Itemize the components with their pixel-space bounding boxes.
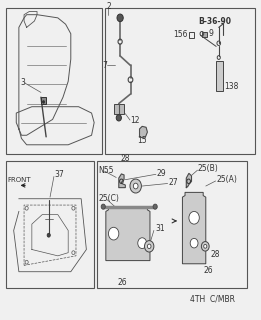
Bar <box>6 8 102 154</box>
Circle shape <box>108 227 119 240</box>
Circle shape <box>201 242 209 251</box>
Text: 31: 31 <box>155 224 165 233</box>
Text: 25(A): 25(A) <box>216 175 237 184</box>
Circle shape <box>138 238 147 249</box>
Circle shape <box>147 244 151 249</box>
Polygon shape <box>140 126 147 139</box>
Text: 28: 28 <box>211 250 221 259</box>
Text: 26: 26 <box>204 266 213 275</box>
Circle shape <box>116 115 121 121</box>
Text: N55: N55 <box>98 166 114 175</box>
Circle shape <box>133 183 138 189</box>
Polygon shape <box>186 173 192 188</box>
Text: 138: 138 <box>224 82 238 91</box>
Text: 7: 7 <box>102 61 107 70</box>
Text: 37: 37 <box>54 171 64 180</box>
Text: 3: 3 <box>20 78 25 87</box>
Bar <box>114 104 124 114</box>
Text: 28: 28 <box>120 154 130 163</box>
Polygon shape <box>106 207 150 260</box>
Bar <box>6 161 94 288</box>
Circle shape <box>190 238 198 248</box>
Circle shape <box>204 244 207 248</box>
Bar <box>97 161 247 288</box>
Circle shape <box>47 233 50 237</box>
Text: 25(C): 25(C) <box>98 194 119 203</box>
Text: 4TH  C/MBR: 4TH C/MBR <box>190 294 235 303</box>
Text: FRONT: FRONT <box>7 177 31 183</box>
Bar <box>105 8 255 154</box>
Bar <box>41 97 46 104</box>
Circle shape <box>145 241 154 252</box>
Polygon shape <box>119 174 125 188</box>
Circle shape <box>130 179 141 193</box>
Bar <box>216 61 223 91</box>
Text: 26: 26 <box>118 278 128 287</box>
Text: B-36-90: B-36-90 <box>198 18 231 27</box>
Text: 2: 2 <box>106 2 111 11</box>
Text: 25(B): 25(B) <box>198 164 219 173</box>
Text: 15: 15 <box>137 136 147 145</box>
Text: 9: 9 <box>208 29 213 38</box>
Circle shape <box>117 14 123 22</box>
Text: 12: 12 <box>130 116 140 125</box>
Bar <box>202 32 207 37</box>
Bar <box>189 31 194 38</box>
Polygon shape <box>182 192 206 264</box>
Text: 156: 156 <box>173 30 188 39</box>
Circle shape <box>153 204 157 209</box>
Circle shape <box>101 204 105 209</box>
Circle shape <box>43 101 45 103</box>
Text: 29: 29 <box>156 169 166 178</box>
Text: 27: 27 <box>168 178 178 188</box>
Circle shape <box>189 212 199 224</box>
